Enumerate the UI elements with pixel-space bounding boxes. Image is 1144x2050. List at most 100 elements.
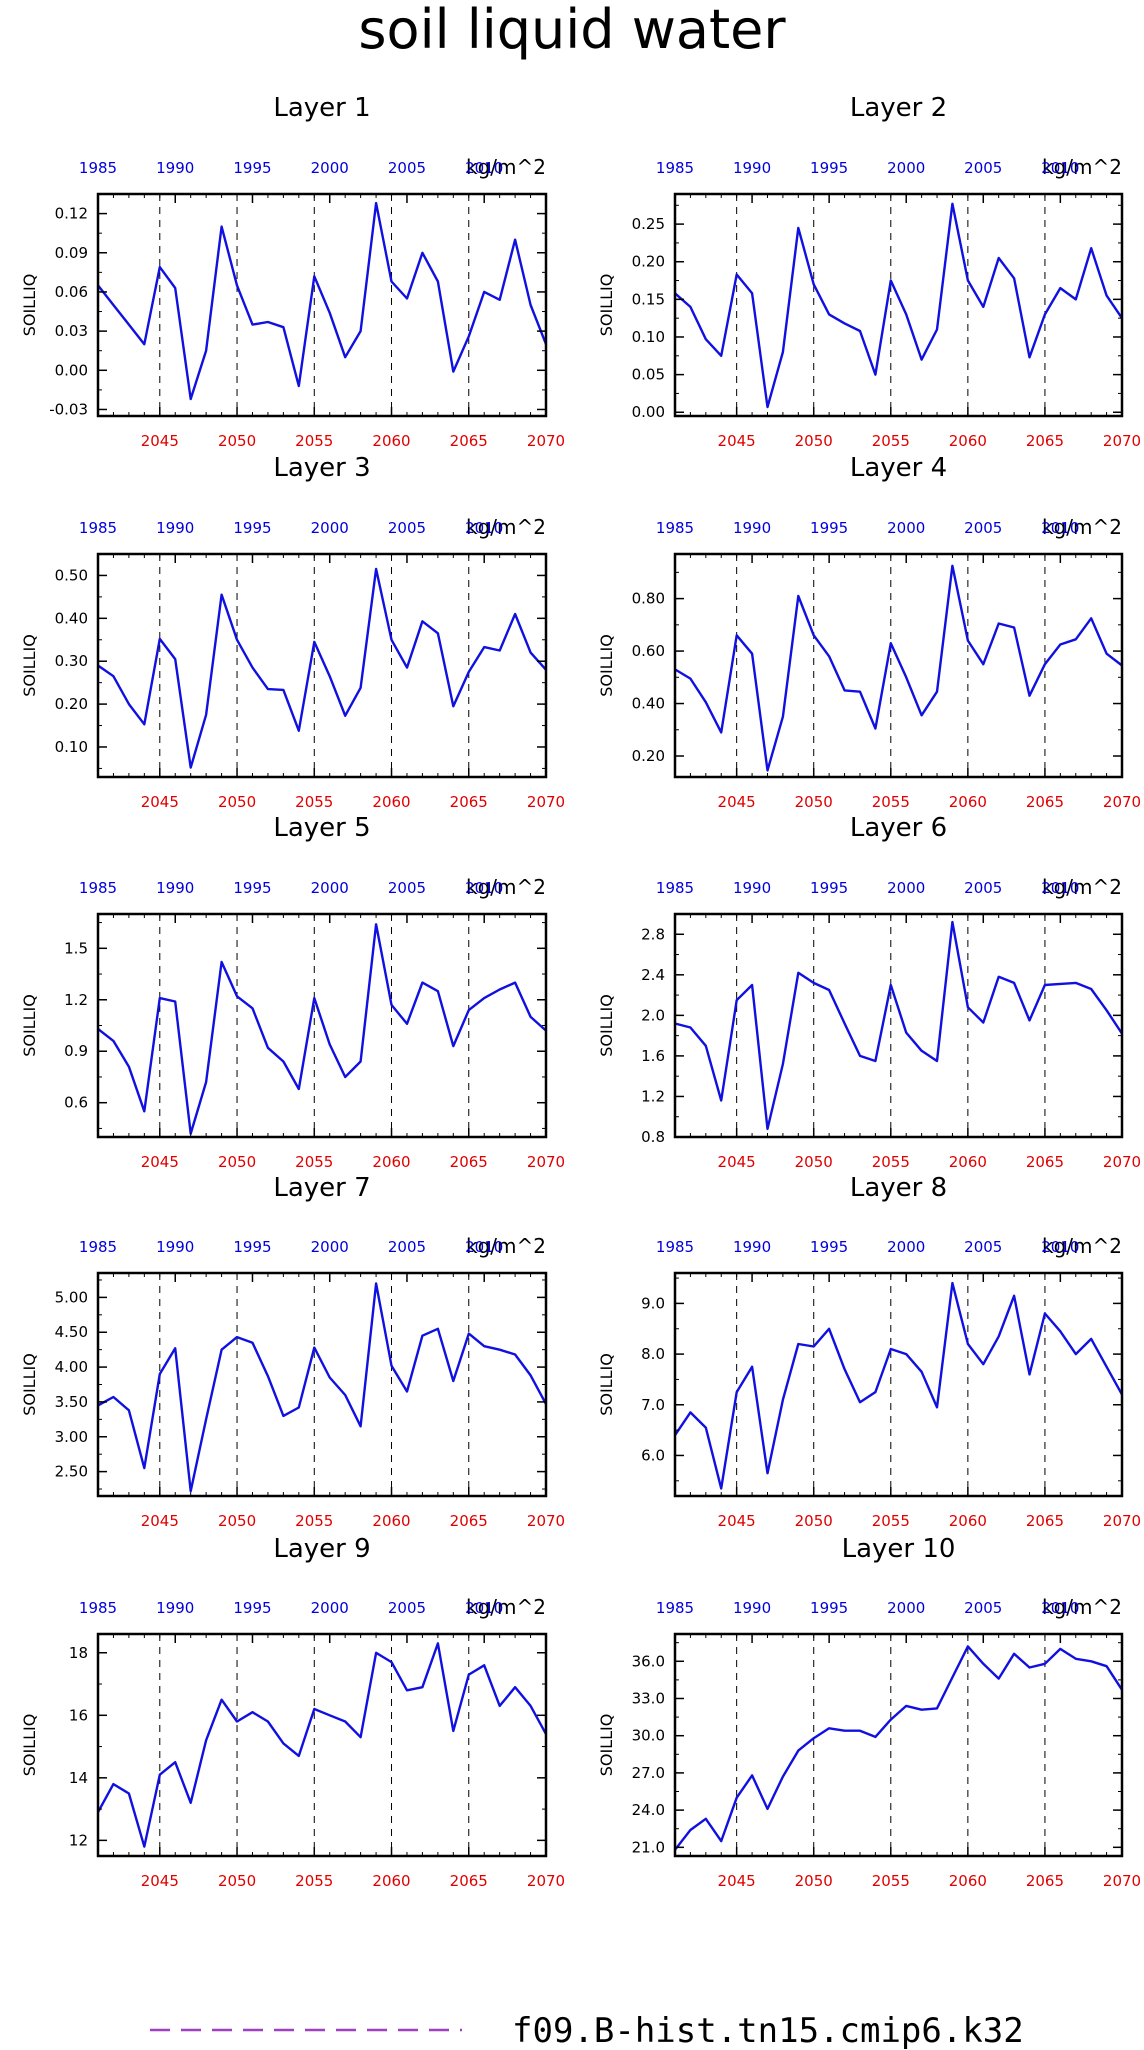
y-tick-label: 0.00 [632,403,665,421]
panel-title: Layer 9 [273,1534,370,1564]
y-tick-label: 9.0 [641,1294,665,1312]
x-tick-label: 2070 [1103,432,1141,450]
series-line [97,567,547,769]
y-tick-label: 0.8 [641,1128,665,1146]
y-tick-label: 18 [69,1644,88,1662]
top-x-tick-label: 1995 [810,519,848,537]
x-tick-label: 2050 [218,1512,256,1530]
series-line [674,920,1124,1131]
top-x-tick-label: 2000 [887,519,925,537]
units-label: kg/m^2 [466,1595,546,1619]
y-tick-label: 1.2 [64,991,88,1009]
x-tick-label: 2055 [872,793,910,811]
x-tick-label: 2045 [141,1512,179,1530]
y-tick-label: 0.09 [55,244,88,262]
top-x-tick-label: 2005 [388,879,426,897]
y-axis-label: SOILLIQ [20,994,39,1057]
x-tick-label: 2055 [295,432,333,450]
top-x-tick-label: 2010 [1041,159,1079,177]
plot-frame [96,1271,548,1498]
y-tick-label: 5.00 [55,1288,88,1306]
panel-title: Layer 1 [273,93,370,123]
top-x-tick-label: 2000 [311,1238,349,1256]
x-tick-label: 2050 [218,793,256,811]
x-tick-label: 2070 [1103,793,1141,811]
top-x-tick-label: 1985 [656,519,694,537]
y-tick-label: 30.0 [632,1727,665,1745]
top-x-tick-label: 2010 [465,159,503,177]
y-tick-label: 3.50 [55,1393,88,1411]
x-tick-label: 2070 [527,1153,565,1171]
x-tick-label: 2060 [949,1872,987,1890]
top-x-tick-label: 1990 [733,879,771,897]
x-tick-label: 2065 [1026,1153,1064,1171]
y-tick-label: 14 [69,1769,88,1787]
y-tick-label: 0.12 [55,205,88,223]
top-x-tick-label: 1985 [656,1238,694,1256]
panel-title: Layer 5 [273,813,370,843]
y-tick-label: 6.0 [641,1446,665,1464]
x-tick-label: 2045 [718,1872,756,1890]
top-x-tick-label: 2005 [964,519,1002,537]
x-tick-label: 2045 [141,1153,179,1171]
panel-5: Layer 5 kg/m^2 2045 2050 2055 2060 2065 2070 198… [20,813,565,1171]
y-tick-label: 0.20 [55,695,88,713]
top-x-tick-label: 1985 [656,159,694,177]
series-line [97,923,547,1135]
y-axis-label: SOILLIQ [597,274,616,337]
x-tick-label: 2070 [527,1872,565,1890]
plot-frame [96,1632,548,1858]
top-x-tick-label: 2000 [311,1599,349,1617]
series-line [674,1281,1124,1490]
x-tick-label: 2070 [1103,1153,1141,1171]
y-tick-label: 0.00 [55,361,88,379]
x-tick-label: 2065 [450,1512,488,1530]
top-x-tick-label: 1985 [79,879,117,897]
y-tick-label: 2.50 [55,1463,88,1481]
panels: Layer 1 kg/m^2 2045 2050 2055 2060 2065 2070 198… [20,93,1141,1890]
top-x-tick-label: 1995 [810,1238,848,1256]
top-x-tick-label: 2005 [388,1238,426,1256]
panel-title: Layer 4 [850,453,947,483]
y-axis-label: SOILLIQ [20,634,39,697]
x-tick-label: 2065 [1026,793,1064,811]
y-tick-label: 3.00 [55,1428,88,1446]
y-axis-label: SOILLIQ [597,1714,616,1777]
y-tick-label: 27.0 [632,1764,665,1782]
y-tick-label: 0.60 [632,642,665,660]
top-x-tick-label: 1990 [733,1238,771,1256]
plot-frame [673,192,1124,418]
y-tick-label: 4.00 [55,1358,88,1376]
top-x-tick-label: 1985 [656,879,694,897]
top-x-tick-label: 2000 [887,879,925,897]
top-x-tick-label: 2005 [388,159,426,177]
top-x-tick-label: 1990 [156,159,194,177]
panel-2: Layer 2 kg/m^2 2045 2050 2055 2060 2065 2070 198… [597,93,1141,450]
plot-frame [673,912,1124,1139]
top-x-tick-label: 1995 [810,879,848,897]
x-tick-label: 2050 [795,1512,833,1530]
x-tick-label: 2045 [141,1872,179,1890]
panel-3: Layer 3 kg/m^2 2045 2050 2055 2060 2065 2070 198… [20,453,565,811]
series-line [674,1645,1124,1851]
x-tick-label: 2050 [795,432,833,450]
x-tick-label: 2060 [949,1153,987,1171]
panel-4: Layer 4 kg/m^2 2045 2050 2055 2060 2065 2070 198… [597,453,1141,811]
x-tick-label: 2055 [295,1153,333,1171]
y-tick-label: 2.0 [641,1006,665,1024]
top-x-tick-label: 1990 [156,519,194,537]
y-axis-label: SOILLIQ [597,994,616,1057]
x-tick-label: 2055 [872,1872,910,1890]
top-x-tick-label: 2000 [887,1599,925,1617]
y-axis-label: SOILLIQ [20,1353,39,1416]
x-tick-label: 2060 [949,432,987,450]
y-tick-label: 4.50 [55,1323,88,1341]
x-tick-label: 2050 [795,793,833,811]
top-x-tick-label: 2010 [1041,1238,1079,1256]
top-x-tick-label: 2005 [388,519,426,537]
top-x-tick-label: 2000 [311,519,349,537]
y-tick-label: 0.25 [632,215,665,233]
y-tick-label: 36.0 [632,1652,665,1670]
units-label: kg/m^2 [1042,155,1122,179]
top-x-tick-label: 1985 [79,159,117,177]
